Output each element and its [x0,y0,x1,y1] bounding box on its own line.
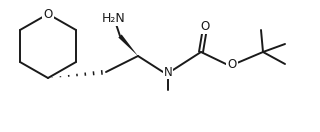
Text: O: O [44,8,52,20]
Text: O: O [228,58,236,72]
Text: N: N [164,65,172,79]
Text: H₂N: H₂N [102,11,126,25]
Text: O: O [200,20,210,34]
Polygon shape [118,34,138,56]
